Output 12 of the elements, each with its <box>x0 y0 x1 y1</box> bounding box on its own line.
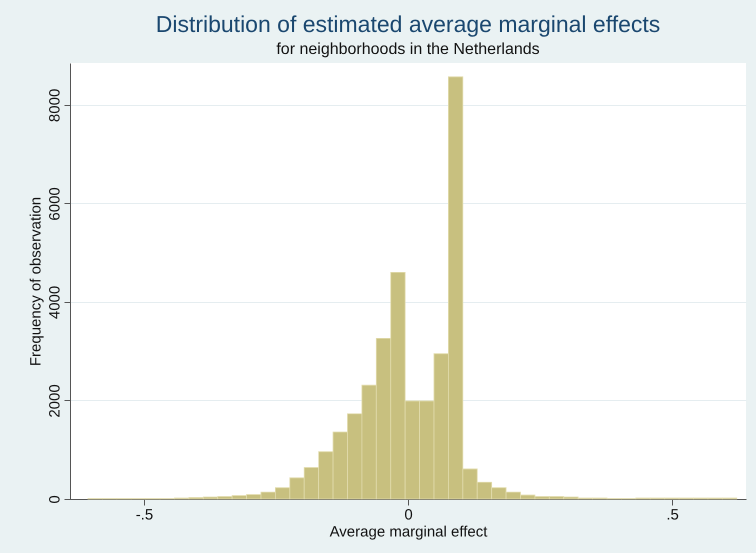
x-tick-label: .5 <box>666 506 679 524</box>
y-tick-label: 0 <box>46 495 64 504</box>
chart-subtitle: for neighborhoods in the Netherlands <box>276 41 540 58</box>
x-tick-label: 0 <box>404 506 413 524</box>
y-tick-label: 2000 <box>46 384 64 418</box>
y-axis-title: Frequency of observation <box>28 196 44 366</box>
y-tick-label: 8000 <box>46 88 64 122</box>
y-tick-label: 4000 <box>46 286 64 320</box>
x-tick-label: -.5 <box>136 506 154 524</box>
y-tick-label: 6000 <box>46 187 64 221</box>
x-axis-title: Average marginal effect <box>330 524 488 540</box>
chart-title: Distribution of estimated average marginal effects <box>156 11 660 37</box>
